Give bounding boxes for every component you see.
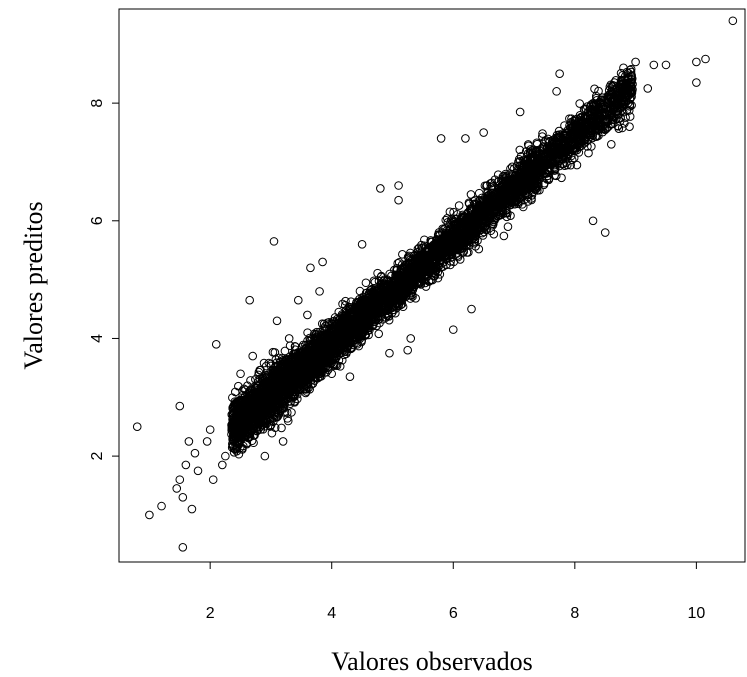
data-point [575, 99, 584, 108]
data-point [312, 332, 322, 341]
data-point [613, 121, 623, 131]
data-point [369, 276, 379, 286]
data-point [406, 248, 415, 258]
data-point [355, 286, 365, 296]
data-point [567, 155, 577, 165]
data-point [383, 309, 392, 318]
data-point [285, 399, 295, 408]
data-point [261, 361, 271, 371]
data-point [277, 423, 286, 433]
data-point [454, 201, 464, 210]
data-point [269, 413, 279, 423]
data-point [572, 160, 582, 170]
data-point [557, 173, 566, 183]
data-point [515, 145, 525, 155]
data-point [430, 269, 440, 279]
data-point [581, 104, 590, 113]
data-point [361, 278, 371, 288]
data-point [280, 346, 290, 356]
data-point [574, 138, 583, 148]
data-point [445, 207, 455, 217]
data-points [132, 16, 738, 552]
data-point [492, 198, 501, 207]
data-point [253, 425, 263, 434]
data-point [304, 383, 313, 392]
data-point [256, 365, 265, 375]
plot-frame [118, 8, 746, 563]
data-point [464, 248, 473, 257]
data-point [403, 252, 413, 262]
data-point [383, 306, 392, 315]
data-point [441, 215, 451, 225]
data-point [499, 231, 509, 241]
data-point [246, 376, 255, 385]
data-point [517, 200, 527, 209]
data-point [398, 250, 407, 259]
data-point [583, 107, 593, 117]
data-point [611, 75, 621, 85]
data-point [521, 147, 531, 156]
data-point [230, 387, 240, 397]
data-point [466, 190, 476, 199]
data-point [570, 116, 580, 126]
data-point [287, 408, 296, 417]
